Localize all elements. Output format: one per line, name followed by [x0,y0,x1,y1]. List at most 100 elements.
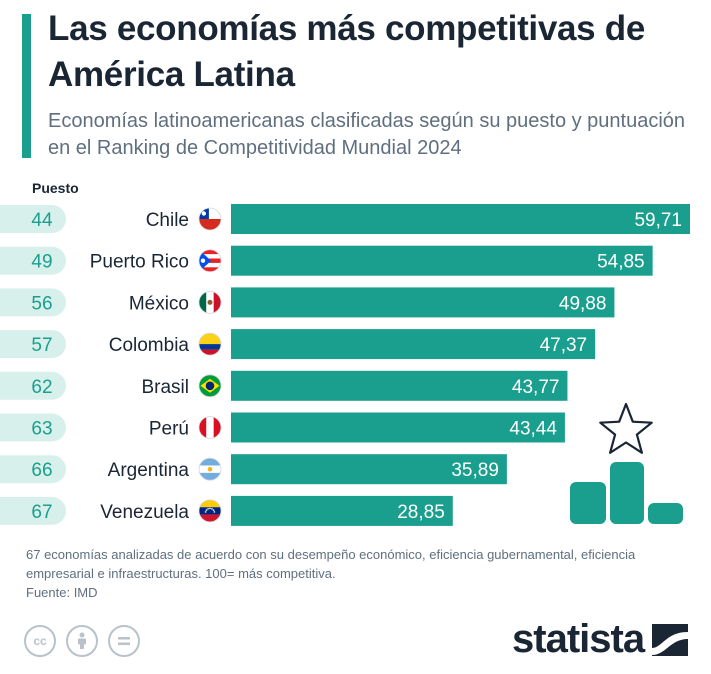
puerto-rico-flag-icon-ring [198,249,222,273]
mexico-flag-icon [199,291,221,314]
category-label: Brasil [141,377,189,398]
category-label: Colombia [109,335,190,356]
chile-flag-icon-ring [198,207,222,231]
flag-stripe [199,344,221,350]
chart-row: 44 Chile 59,71 [0,204,690,234]
chart-row: 57 Colombia 47,37 [0,329,596,360]
bar [231,204,690,234]
mexico-flag-icon-ring [198,290,222,314]
flag-stripe [199,458,221,466]
source: Fuente: IMD [26,585,98,600]
flag-star [207,508,209,510]
flag-stripe [199,219,221,230]
podium-block [570,482,606,524]
chart-row: 49 Puerto Rico 54,85 [0,245,653,276]
rank-label: 67 [31,502,52,523]
chart-row: 56 México 49,88 [0,287,615,318]
data-label: 28,85 [397,502,445,523]
bar [231,329,596,360]
category-label: Perú [149,419,189,440]
rank-label: 66 [31,460,52,481]
podium-star-illustration [570,402,683,524]
venezuela-flag-icon [199,499,221,522]
chart-title: Las economías más competitivas de Améric… [48,9,646,94]
flag-stripe [199,249,221,255]
flag-stripe [199,472,221,481]
license-icons: cc [24,625,140,657]
podium-block [610,462,644,524]
title-accent-bar [22,14,31,158]
bar [231,287,615,318]
flag-star [204,511,207,513]
rank-label: 44 [31,210,53,231]
flag-stripe [199,208,221,219]
category-label: México [129,293,189,314]
rank-pill [0,288,66,317]
flag-sun [207,466,213,472]
footnote: 67 economías analizadas de acuerdo con s… [26,547,636,581]
brand-text: statista [512,617,645,661]
star-icon [599,402,653,454]
rank-column-header: Puesto [32,180,79,196]
category-label: Chile [146,210,189,231]
category-label: Venezuela [100,502,189,523]
flag-stripe [199,291,207,314]
category-label: Argentina [108,460,190,481]
data-label: 54,85 [597,252,645,273]
flag-stripe [213,291,221,314]
rank-pill [0,330,66,359]
flag-stripe [199,416,207,439]
colombia-flag-icon [199,333,221,356]
flag-star [205,509,208,511]
flag-star [212,509,215,511]
colombia-flag-icon-ring [198,332,222,356]
data-label: 35,89 [451,460,499,481]
data-label: 49,88 [559,293,607,314]
rank-label: 56 [31,293,52,314]
flag-stripe [199,499,221,508]
attribution-icon[interactable] [66,625,98,657]
argentina-flag-icon-ring [198,457,222,481]
venezuela-flag-icon-ring [198,499,222,523]
rank-pill [0,496,67,525]
no-derivatives-icon[interactable] [108,625,140,657]
podium-block [648,503,683,524]
bar [231,370,568,401]
flag-star [213,511,216,513]
data-label: 47,37 [540,335,588,356]
cc-icon[interactable]: cc [24,625,56,657]
category-label: Puerto Rico [90,252,189,273]
flag-stripe [199,254,221,259]
chart-row: 62 Brasil 43,77 [0,370,568,401]
rank-label: 63 [31,419,52,440]
flag-stripe [199,349,221,356]
flag-star [201,211,207,216]
flag-emblem [207,299,213,305]
bar [231,454,507,485]
rank-pill [0,246,67,275]
chart-row: 67 Venezuela 28,85 [0,495,453,526]
puerto-rico-flag-icon [199,249,221,272]
data-label: 43,77 [512,377,560,398]
data-label: 59,71 [634,210,682,231]
flag-star [211,508,213,510]
rank-label: 57 [31,335,52,356]
chart-subtitle: Economías latinoamericanas clasificadas … [48,110,686,159]
flag-stripe [206,416,214,439]
rank-label: 62 [31,377,52,398]
flag-stripe [199,514,221,522]
bar [231,245,653,276]
chile-flag-icon [199,208,221,230]
rank-pill [0,413,66,442]
rank-pill [0,371,66,400]
argentina-flag-icon [199,458,221,481]
flag-stripe [199,333,221,345]
data-label: 43,44 [509,419,557,440]
peru-flag-icon-ring [198,416,222,439]
rank-label: 49 [31,252,52,273]
rank-pill [0,205,66,233]
chart-row: 66 Argentina 35,89 [0,454,507,485]
chart-row: 63 Perú 43,44 [0,412,565,443]
statista-logo[interactable]: statista [512,617,689,662]
bar-chart: 44 Chile 59,71 49 Puerto Rico 54,85 56 México 49… [0,204,690,526]
